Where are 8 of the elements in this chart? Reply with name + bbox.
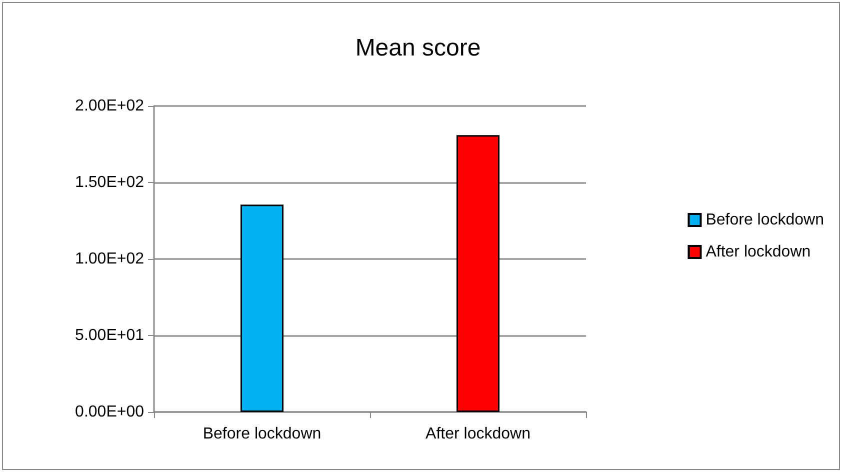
y-tick-label: 0.00E+00: [75, 404, 144, 420]
chart-title: Mean score: [355, 34, 481, 62]
y-tick-label: 1.00E+02: [75, 250, 144, 268]
y-tick-label: 2.00E+02: [75, 98, 144, 114]
legend-label: Before lockdown: [706, 212, 824, 228]
y-tick-label: 1.50E+02: [75, 174, 144, 191]
y-tick-label: 5.00E+01: [75, 327, 144, 344]
legend-label: After lockdown: [706, 244, 811, 260]
